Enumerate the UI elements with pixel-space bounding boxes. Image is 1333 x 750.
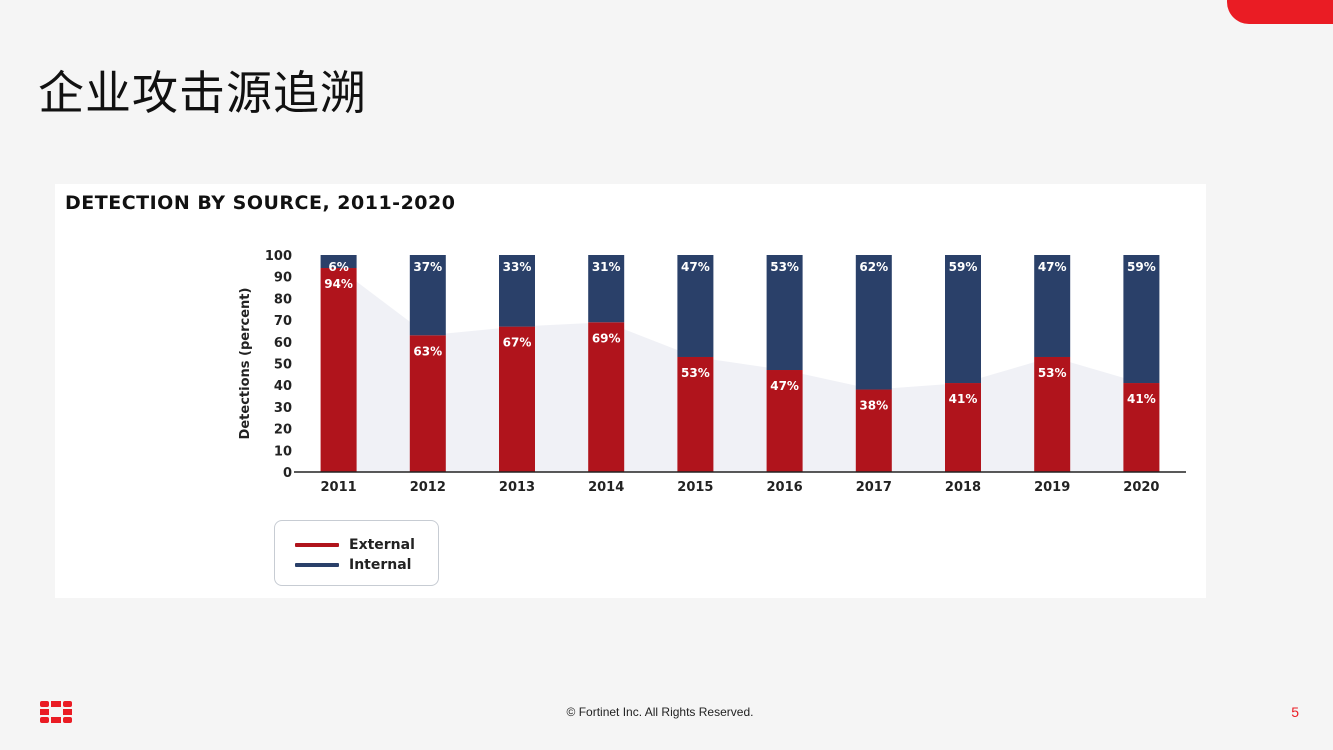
bar-internal-2020 <box>1123 255 1160 384</box>
bar-external-2013 <box>499 326 535 472</box>
x-tick-label: 2018 <box>945 480 981 495</box>
data-label-internal-2019: 47% <box>1038 260 1067 274</box>
legend-label-external: External <box>349 537 415 553</box>
x-tick-label: 2015 <box>677 480 713 495</box>
y-tick-label: 40 <box>274 379 292 394</box>
bar-external-2019 <box>1034 356 1071 472</box>
data-label-internal-2018: 59% <box>949 260 978 274</box>
data-label-external-2018: 41% <box>949 392 978 406</box>
bar-internal-2014 <box>588 255 625 323</box>
data-label-external-2015: 53% <box>681 366 710 380</box>
data-label-external-2012: 63% <box>413 344 442 358</box>
bar-internal-2012 <box>409 255 446 336</box>
bar-internal-2019 <box>1034 255 1071 357</box>
data-label-internal-2015: 47% <box>681 260 710 274</box>
bar-internal-2015 <box>677 255 714 357</box>
copyright-text: © Fortinet Inc. All Rights Reserved. <box>566 705 754 719</box>
y-tick-label: 10 <box>274 444 292 459</box>
bar-external-2016 <box>766 370 803 472</box>
legend-swatch-external <box>295 543 339 547</box>
bar-internal-2018 <box>945 255 981 384</box>
bar-external-2012 <box>409 335 446 472</box>
data-label-internal-2014: 31% <box>592 260 621 274</box>
data-label-internal-2013: 33% <box>503 260 532 274</box>
fortinet-logo-icon <box>40 701 72 723</box>
bar-external-2011 <box>320 268 357 472</box>
y-tick-label: 0 <box>283 466 292 481</box>
x-tick-label: 2020 <box>1123 480 1159 495</box>
data-label-external-2013: 67% <box>503 336 532 350</box>
chart-panel: DETECTION BY SOURCE, 2011-2020 0 10 20 30 40… <box>55 184 1206 598</box>
legend-item-internal: Internal <box>295 557 411 573</box>
bar-external-2018 <box>945 383 981 472</box>
x-tick-label: 2011 <box>321 480 357 495</box>
data-label-external-2016: 47% <box>770 379 799 393</box>
data-label-external-2014: 69% <box>592 331 621 345</box>
chart-title: DETECTION BY SOURCE, 2011-2020 <box>65 192 456 214</box>
y-tick-label: 100 <box>265 249 292 264</box>
bar-internal-2013 <box>499 255 535 327</box>
corner-accent-tab <box>1227 0 1333 24</box>
legend-swatch-internal <box>295 563 339 567</box>
data-label-external-2017: 38% <box>859 399 888 413</box>
data-label-external-2011: 94% <box>324 277 353 291</box>
data-label-internal-2016: 53% <box>770 260 799 274</box>
bar-external-2014 <box>588 322 625 472</box>
x-tick-label: 2016 <box>767 480 803 495</box>
y-tick-label: 70 <box>274 314 292 329</box>
y-axis-title: Detections (percent) <box>238 288 253 440</box>
data-label-internal-2012: 37% <box>413 260 442 274</box>
data-label-internal-2020: 59% <box>1127 260 1156 274</box>
y-tick-label: 60 <box>274 336 292 351</box>
x-tick-label: 2014 <box>588 480 624 495</box>
page-number: 5 <box>1291 704 1299 720</box>
bar-internal-2011 <box>320 255 357 269</box>
x-tick-label: 2012 <box>410 480 446 495</box>
bar-external-2017 <box>855 389 892 472</box>
external-trend-area <box>320 268 1160 472</box>
y-tick-label: 20 <box>274 423 292 438</box>
bar-external-2015 <box>677 356 714 472</box>
data-label-internal-2017: 62% <box>859 260 888 274</box>
bar-internal-2017 <box>855 255 892 390</box>
x-tick-label: 2019 <box>1034 480 1070 495</box>
data-label-external-2019: 53% <box>1038 366 1067 380</box>
chart-legend: External Internal <box>274 520 439 586</box>
data-label-internal-2011: 6% <box>328 260 348 274</box>
x-tick-label: 2017 <box>856 480 892 495</box>
legend-item-external: External <box>295 537 415 553</box>
legend-label-internal: Internal <box>349 557 412 573</box>
stacked-bar-chart: 0 10 20 30 40 50 60 70 80 90 100 Detections (percen… <box>238 249 1186 495</box>
y-tick-label: 90 <box>274 271 292 286</box>
bar-external-2020 <box>1123 383 1160 472</box>
y-tick-label: 30 <box>274 401 292 416</box>
slide-title: 企业攻击源追溯 <box>38 65 367 120</box>
data-label-external-2020: 41% <box>1127 392 1156 406</box>
x-tick-label: 2013 <box>499 480 535 495</box>
bar-internal-2016 <box>766 255 803 371</box>
y-tick-label: 50 <box>274 358 292 373</box>
y-tick-label: 80 <box>274 292 292 307</box>
